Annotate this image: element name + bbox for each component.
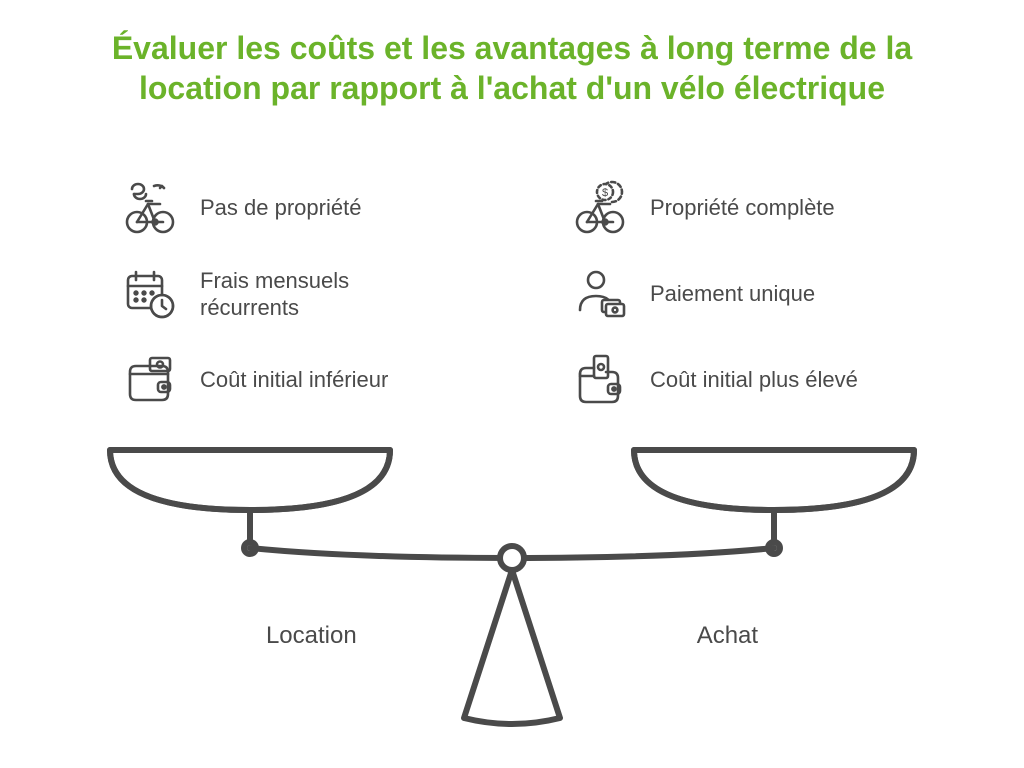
item-label: Pas de propriété <box>200 194 361 222</box>
columns: Pas de propriété <box>0 180 1024 408</box>
rent-bike-icon <box>122 180 178 236</box>
right-column: $ Propriété complète <box>572 180 902 408</box>
balance-scale-icon <box>50 430 974 740</box>
right-caption: Achat <box>697 622 758 650</box>
list-item: $ Propriété complète <box>572 180 902 236</box>
infographic-root: Évaluer les coûts et les avantages à lon… <box>0 0 1024 768</box>
page-title: Évaluer les coûts et les avantages à lon… <box>60 28 964 108</box>
person-pay-icon <box>572 266 628 322</box>
own-bike-icon: $ <box>572 180 628 236</box>
footer-labels: Location Achat <box>0 622 1024 650</box>
left-column: Pas de propriété <box>122 180 452 408</box>
item-label: Coût initial plus élevé <box>650 366 858 394</box>
list-item: Paiement unique <box>572 266 902 322</box>
item-label: Propriété complète <box>650 194 835 222</box>
list-item: Pas de propriété <box>122 180 452 236</box>
wallet-icon <box>122 352 178 408</box>
svg-text:$: $ <box>602 187 608 199</box>
wallet-cash-icon <box>572 352 628 408</box>
item-label: Paiement unique <box>650 280 815 308</box>
list-item: Coût initial plus élevé <box>572 352 902 408</box>
list-item: Coût initial inférieur <box>122 352 452 408</box>
left-caption: Location <box>266 622 357 650</box>
list-item: Frais mensuels récurrents <box>122 266 452 322</box>
calendar-clock-icon <box>122 266 178 322</box>
item-label: Coût initial inférieur <box>200 366 388 394</box>
item-label: Frais mensuels récurrents <box>200 267 452 322</box>
